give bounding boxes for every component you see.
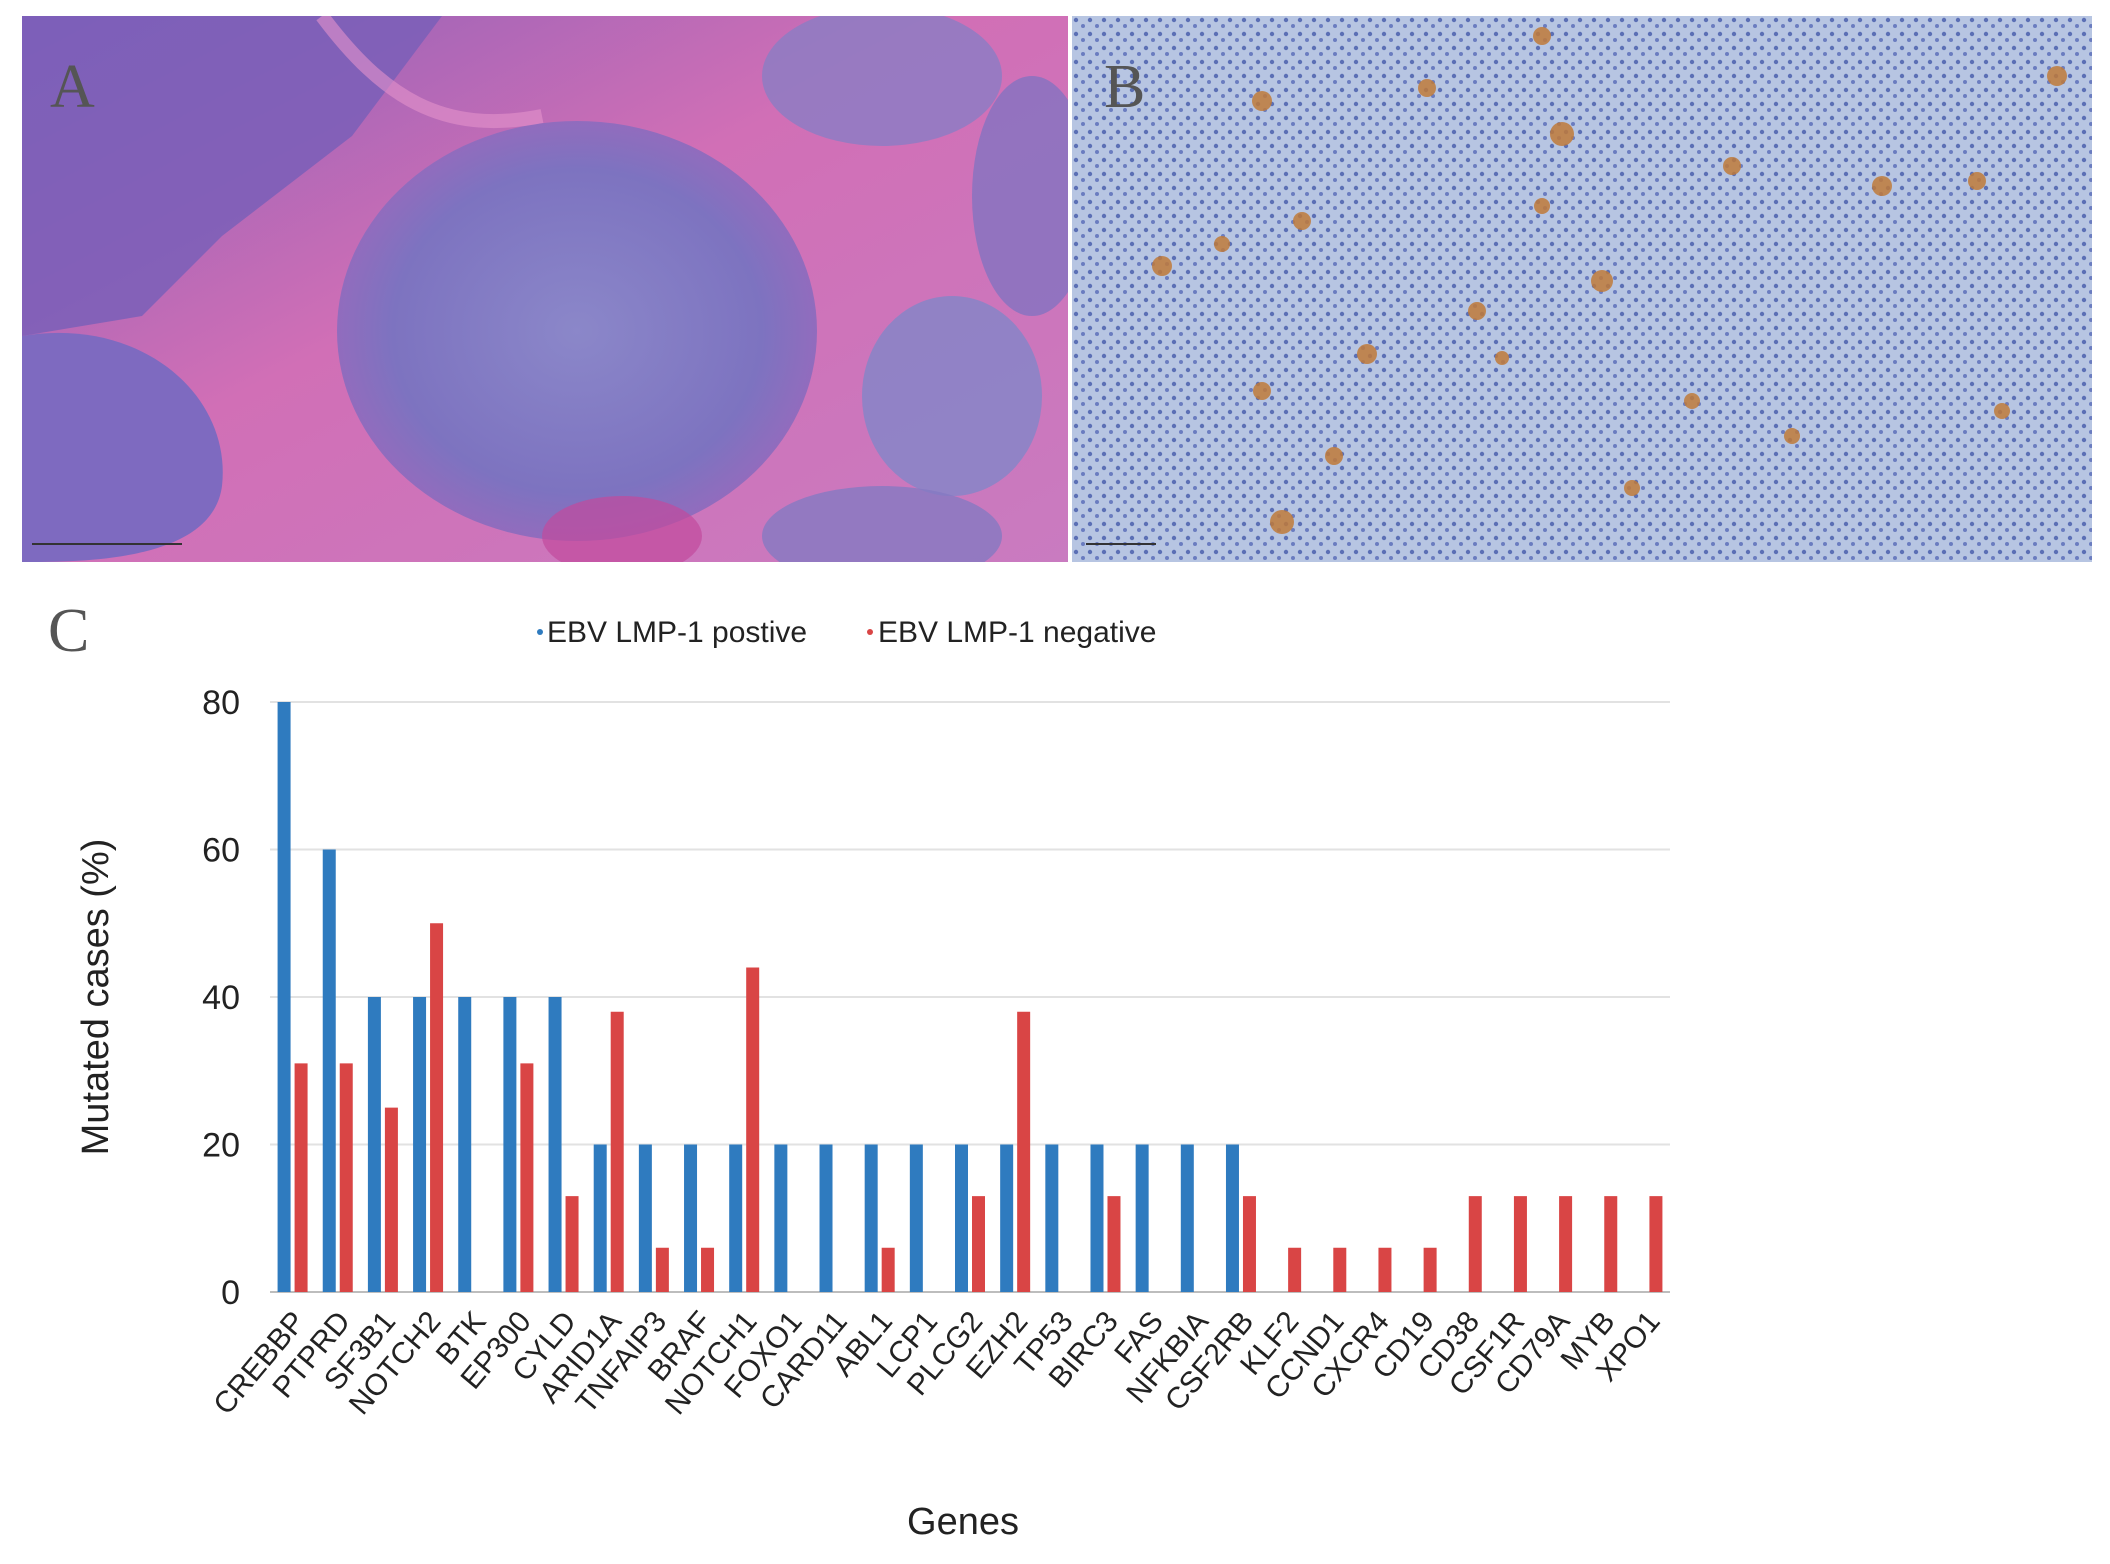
- bar-positive-notch1: [729, 1144, 743, 1292]
- mutation-bar-chart: EBV LMP-1 postive EBV LMP-1 negative 0 20…: [75, 616, 1670, 1543]
- bar-positive-btk: [458, 997, 472, 1292]
- bar-negative-ccnd1: [1333, 1247, 1347, 1292]
- bar-positive-birc3: [1090, 1144, 1104, 1292]
- bar-positive-braf: [684, 1144, 698, 1292]
- bar-negative-ep300: [520, 1063, 534, 1292]
- bar-negative-cxcr4: [1378, 1247, 1392, 1292]
- y-tick-label: 40: [202, 979, 240, 1017]
- bar-negative-crebbp: [294, 1063, 308, 1292]
- bar-negative-ptprd: [339, 1063, 353, 1292]
- bar-negative-myb: [1604, 1196, 1618, 1292]
- bar-positive-fas: [1135, 1144, 1149, 1292]
- chart-legend: EBV LMP-1 postive EBV LMP-1 negative: [537, 616, 1156, 649]
- bar-positive-lcp1: [909, 1144, 923, 1292]
- bar-positive-ep300: [503, 997, 517, 1292]
- bar-positive-tnfaip3: [638, 1144, 652, 1292]
- bar-negative-sf3b1: [384, 1107, 398, 1292]
- panel-c-label: C: [48, 597, 90, 665]
- bar-positive-arid1a: [593, 1144, 607, 1292]
- ihc-stain-micrograph: [1072, 16, 2092, 562]
- bar-positive-tp53: [1045, 1144, 1059, 1292]
- bar-positive-ptprd: [322, 849, 336, 1292]
- bar-negative-csf1r: [1513, 1196, 1527, 1292]
- legend-label-positive: EBV LMP-1 postive: [547, 616, 807, 649]
- bar-negative-xpo1: [1649, 1196, 1663, 1292]
- bar-positive-abl1: [864, 1144, 878, 1292]
- legend-label-negative: EBV LMP-1 negative: [878, 616, 1156, 649]
- bar-negative-braf: [701, 1247, 715, 1292]
- bar-negative-cd79a: [1559, 1196, 1573, 1292]
- y-tick-label: 60: [202, 832, 240, 870]
- bar-negative-csf2rb: [1242, 1196, 1256, 1292]
- panel-a-label: A: [50, 53, 95, 121]
- bar-positive-plcg2: [955, 1144, 968, 1292]
- y-tick-label: 20: [202, 1127, 240, 1165]
- bar-negative-klf2: [1288, 1247, 1302, 1292]
- he-stain-micrograph: [22, 16, 1068, 562]
- bar-positive-nfkbia: [1180, 1144, 1194, 1292]
- bar-negative-birc3: [1107, 1196, 1121, 1292]
- bar-negative-notch2: [430, 923, 444, 1292]
- bar-negative-cd19: [1423, 1247, 1437, 1292]
- bar-positive-cyld: [548, 997, 562, 1292]
- y-tick-label: 0: [221, 1274, 240, 1312]
- y-axis-title: Mutated cases (%): [75, 839, 117, 1156]
- bar-negative-tnfaip3: [655, 1247, 669, 1292]
- y-tick-label: 80: [202, 684, 240, 722]
- x-axis-title: Genes: [907, 1501, 1019, 1543]
- bar-negative-ezh2: [1017, 1011, 1031, 1292]
- bar-negative-cyld: [565, 1196, 579, 1292]
- bar-negative-cd38: [1468, 1196, 1482, 1292]
- bar-positive-card11: [819, 1144, 833, 1292]
- panel-a-micrograph: A: [22, 16, 1068, 562]
- bar-positive-csf2rb: [1225, 1144, 1239, 1292]
- bar-positive-sf3b1: [367, 997, 381, 1292]
- bar-positive-crebbp: [277, 702, 291, 1292]
- bar-negative-plcg2: [972, 1196, 985, 1292]
- bar-positive-ezh2: [1000, 1144, 1014, 1292]
- bar-positive-notch2: [413, 997, 427, 1292]
- bar-negative-abl1: [881, 1247, 895, 1292]
- panel-b-label: B: [1104, 53, 1146, 121]
- bar-negative-arid1a: [610, 1011, 624, 1292]
- legend-swatch-negative: [867, 629, 873, 635]
- legend-swatch-positive: [537, 629, 543, 635]
- bar-negative-notch1: [746, 967, 760, 1292]
- bar-positive-foxo1: [774, 1144, 788, 1292]
- panel-b-micrograph: B: [1072, 16, 2092, 562]
